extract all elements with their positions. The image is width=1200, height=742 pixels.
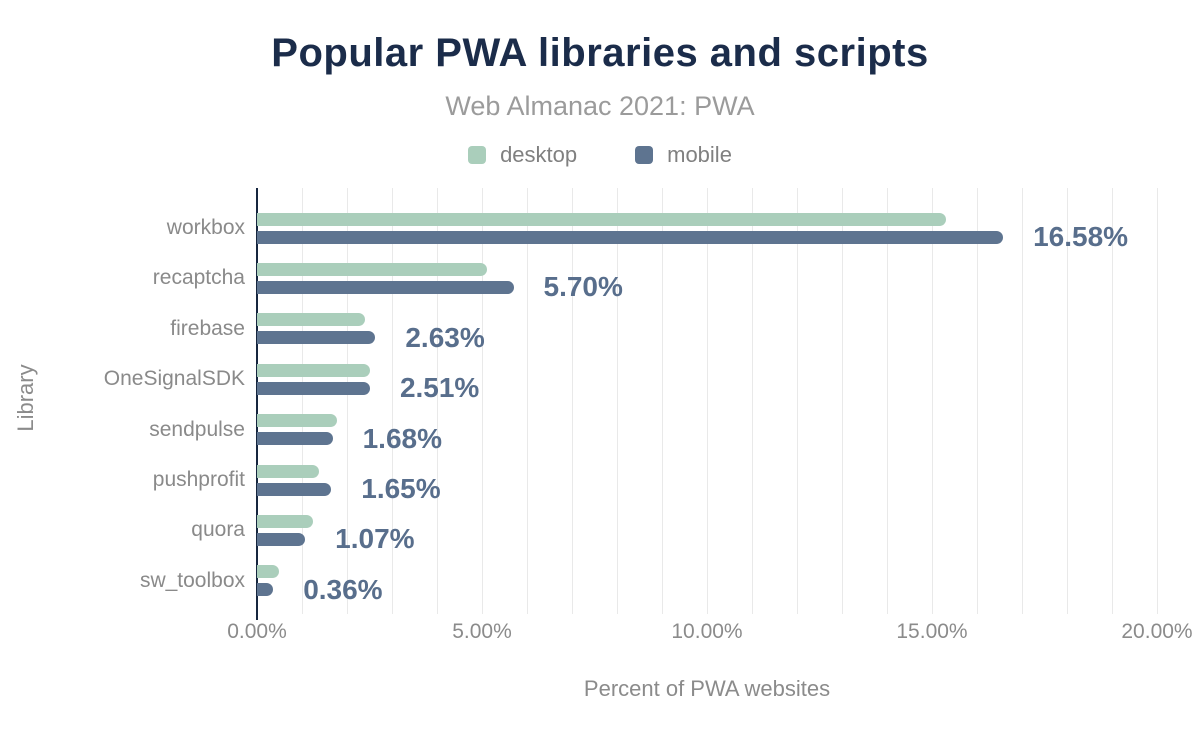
category-label-pushprofit: pushprofit [152, 468, 245, 491]
x-tick-20.00%: 20.00% [1121, 620, 1193, 643]
gridline [1112, 188, 1113, 614]
gridline [572, 188, 573, 614]
bar-desktop-sendpulse [257, 414, 338, 428]
y-axis-title: Library [13, 364, 38, 432]
value-label-recaptcha: 5.70% [543, 271, 623, 303]
gridline [437, 188, 438, 614]
bar-desktop-recaptcha [257, 262, 487, 276]
bar-desktop-pushprofit [257, 464, 320, 478]
gridline [527, 188, 528, 614]
value-label-workbox: 16.58% [1033, 221, 1129, 252]
legend-label-desktop: desktop [500, 142, 578, 167]
bar-desktop-sw_toolbox [257, 565, 280, 579]
category-label-OneSignalSDK: OneSignalSDK [103, 367, 245, 391]
value-label-sw_toolbox: 0.36% [303, 573, 383, 605]
legend-label-mobile: mobile [667, 142, 732, 167]
mobile-series-swatch [635, 146, 654, 164]
category-label-sw_toolbox: sw_toolbox [139, 568, 245, 592]
gridline [752, 188, 753, 614]
value-label-OneSignalSDK: 2.51% [399, 372, 480, 404]
bar-mobile-OneSignalSDK [257, 381, 370, 395]
bar-mobile-pushprofit [257, 482, 332, 496]
legend-item-mobile: mobile [635, 142, 732, 168]
bar-mobile-sendpulse [257, 432, 333, 446]
bar-mobile-workbox [257, 230, 1004, 244]
category-label-quora: quora [191, 518, 245, 542]
bar-desktop-workbox [257, 212, 946, 226]
x-axis-tick-labels: 0.00% 5.00% 10.00% 15.00% 20.00% [227, 620, 1192, 646]
desktop-series-swatch [468, 146, 487, 164]
category-label-recaptcha: recaptcha [152, 266, 245, 290]
legend: desktop mobile [0, 142, 1200, 168]
gridline [302, 188, 303, 614]
gridline [617, 188, 618, 614]
value-label-quora: 1.07% [335, 523, 415, 555]
bar-mobile-sw_toolbox [257, 583, 274, 597]
x-tick-10.00%: 10.00% [671, 620, 743, 643]
bar-desktop-OneSignalSDK [257, 363, 370, 377]
gridline [842, 188, 843, 614]
value-label-sendpulse: 1.68% [362, 422, 442, 454]
bar-desktop-quora [257, 514, 314, 528]
chart-title: Popular PWA libraries and scripts [271, 31, 929, 75]
chart-subtitle: Web Almanac 2021: PWA [445, 91, 755, 121]
gridline [482, 188, 483, 614]
gridline [707, 188, 708, 614]
x-tick-5.00%: 5.00% [452, 620, 512, 643]
gridline [977, 188, 978, 614]
bar-desktop-firebase [257, 313, 365, 327]
legend-item-desktop: desktop [468, 142, 577, 168]
x-axis-title: Percent of PWA websites [583, 676, 831, 701]
category-label-sendpulse: sendpulse [149, 417, 245, 441]
category-label-firebase: firebase [170, 316, 245, 340]
y-axis-line [256, 188, 258, 620]
gridline [662, 188, 663, 614]
gridline [1067, 188, 1068, 614]
plot-area: workbox 16.58% recaptcha 5.70% firebase 2.63%… [104, 188, 1158, 620]
x-tick-0.00%: 0.00% [227, 620, 287, 643]
bar-mobile-firebase [257, 331, 376, 345]
gridline [797, 188, 798, 614]
value-label-pushprofit: 1.65% [361, 473, 441, 504]
gridline [1157, 188, 1158, 614]
gridline [1022, 188, 1023, 614]
gridline [347, 188, 348, 614]
value-label-firebase: 2.63% [405, 321, 485, 353]
category-label-workbox: workbox [166, 216, 245, 239]
gridline [932, 188, 933, 614]
gridline [887, 188, 888, 614]
gridline [392, 188, 393, 614]
bar-mobile-quora [257, 532, 306, 546]
bar-mobile-recaptcha [257, 280, 514, 294]
x-tick-15.00%: 15.00% [896, 620, 968, 643]
